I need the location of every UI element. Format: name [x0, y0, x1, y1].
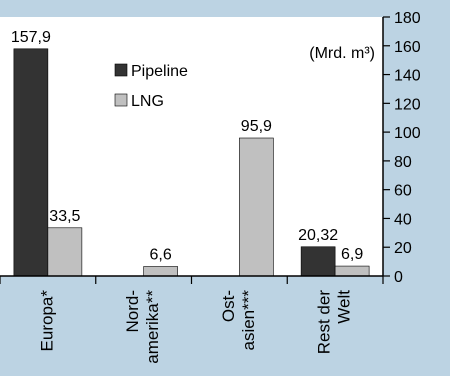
y-tick-label: 120 [394, 96, 421, 113]
bar-lng [143, 266, 178, 277]
bar-lng [334, 265, 370, 277]
y-tick-label: 60 [394, 183, 412, 200]
category-label: Ost- [219, 290, 238, 322]
legend-label-lng: LNG [131, 93, 164, 110]
legend-label-pipeline: Pipeline [131, 63, 188, 80]
category-label: asien*** [239, 290, 258, 351]
data-label: 95,9 [241, 118, 272, 135]
data-label: 20,32 [298, 227, 338, 244]
y-tick-label: 20 [394, 240, 412, 257]
legend: Pipeline LNG [114, 63, 188, 110]
y-tick-label: 160 [394, 39, 421, 56]
category-label: Nord- [123, 290, 142, 333]
y-tick-label: 0 [394, 269, 403, 286]
y-tick-label: 140 [394, 68, 421, 85]
category-label: Europa* [37, 290, 56, 352]
legend-swatch-pipeline [114, 63, 128, 77]
category-label: amerika** [143, 290, 162, 364]
legend-swatch-lng [114, 93, 128, 107]
bar-lng [239, 137, 274, 277]
data-label: 6,9 [341, 246, 363, 263]
y-tick-label: 180 [394, 10, 421, 27]
category-label: Rest der [315, 290, 334, 355]
y-tick-label: 80 [394, 154, 412, 171]
category-label: Welt [335, 290, 354, 324]
data-label: 33,5 [49, 208, 80, 225]
bar-pipeline [13, 48, 49, 277]
bar-lng [47, 227, 83, 277]
data-label: 6,6 [150, 247, 172, 264]
data-label: 157,9 [11, 29, 51, 46]
bar-pipeline [300, 246, 336, 277]
y-tick-label: 40 [394, 211, 412, 228]
y-tick-label: 100 [394, 125, 421, 142]
unit-label: (Mrd. m³) [309, 45, 375, 62]
